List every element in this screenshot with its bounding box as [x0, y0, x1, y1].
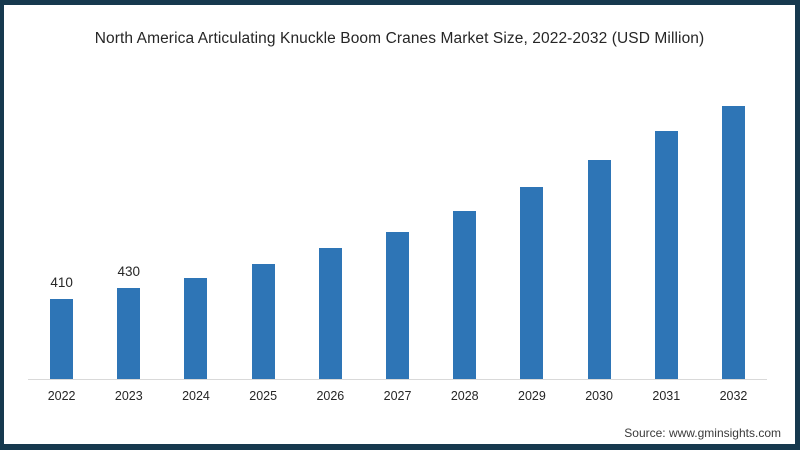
- x-tick-label: 2026: [316, 389, 345, 403]
- source-credit: Source: www.gminsights.com: [624, 426, 781, 440]
- bar-column: [431, 83, 498, 379]
- bar: [251, 264, 275, 379]
- x-tick-label: 2027: [383, 389, 412, 403]
- bar-column: [633, 83, 700, 379]
- bar: [50, 299, 74, 379]
- x-axis: 2022 2023 2024 2025 2026 2027 2028 2029 2030 2031…: [28, 389, 767, 403]
- bar: [520, 187, 544, 379]
- bar-column: [364, 83, 431, 379]
- bar: [721, 106, 745, 379]
- x-tick-label: 2030: [585, 389, 613, 403]
- bar-column: [566, 83, 633, 379]
- bar: [453, 211, 477, 379]
- x-tick-label: 2025: [249, 389, 278, 403]
- x-tick-label: 2031: [652, 389, 681, 403]
- bar: [318, 248, 342, 379]
- x-tick-label: 2024: [182, 389, 210, 403]
- bar: [654, 131, 678, 379]
- bar: [184, 277, 208, 379]
- chart-title: North America Articulating Knuckle Boom …: [94, 30, 705, 47]
- bar-series: 410 430: [28, 83, 767, 379]
- bar-value-label: 430: [117, 264, 141, 280]
- bar: [386, 232, 410, 379]
- bar-column: 410: [28, 83, 95, 379]
- x-tick-label: 2023: [114, 389, 143, 403]
- bar-column: [700, 83, 767, 379]
- bar-column: 430: [95, 83, 162, 379]
- x-tick-label: 2029: [518, 389, 546, 403]
- bar: [587, 160, 611, 379]
- bar: [117, 288, 141, 379]
- x-tick-label: 2022: [47, 389, 76, 403]
- bar-column: [230, 83, 297, 379]
- x-tick-label: 2028: [450, 389, 479, 403]
- bar-column: [498, 83, 565, 379]
- x-tick-label: 2032: [719, 389, 748, 403]
- bar-value-label: 410: [50, 275, 73, 290]
- bar-column: [162, 83, 229, 379]
- bar-column: [297, 83, 364, 379]
- plot-area: 410 430: [28, 83, 767, 380]
